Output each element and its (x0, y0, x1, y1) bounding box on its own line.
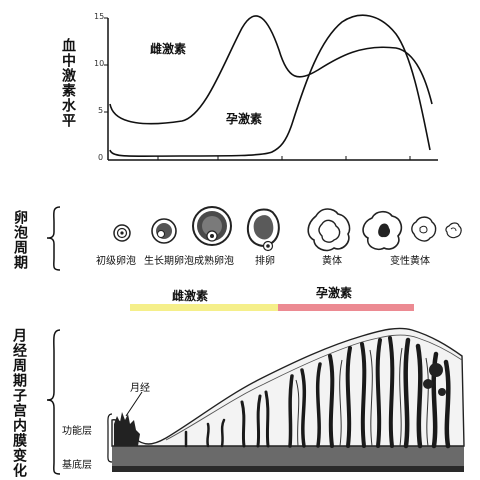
degenerating-corpus-luteum-small-icon (411, 216, 437, 242)
endometrium-brace (46, 329, 61, 475)
growing-follicle-icon (151, 218, 177, 244)
y-tick-5: 5 (98, 106, 104, 115)
estrogen-curve-label: 雌激素 (150, 42, 187, 56)
functional-layer-outline (111, 327, 465, 447)
follicle-cycle-label: 卵泡周期 (12, 210, 28, 270)
degenerating-corpus-luteum-tiny-icon (445, 222, 462, 239)
follicle-brace (46, 206, 61, 271)
progesterone-phase-bar (278, 304, 414, 311)
stage-ovulation: 排卵 (255, 256, 275, 267)
stage-corpus-luteum: 黄体 (322, 256, 342, 267)
endometrial-glands (184, 336, 451, 449)
progesterone-phase-label: 孕激素 (316, 286, 353, 300)
estrogen-phase-bar (130, 304, 278, 311)
follicle-drawings (113, 206, 462, 252)
progesterone-curve-label: 孕激素 (226, 112, 263, 126)
basal-layer-label: 基底层 (62, 460, 92, 471)
endometrium-label: 月经周期子宫内膜变化 (11, 328, 27, 478)
mature-follicle-icon (192, 206, 232, 246)
menstruation-label: 月经 (130, 383, 150, 394)
stage-mature-follicle: 成熟卵泡 (194, 256, 234, 267)
hormone-ylabel: 血中激素水平 (60, 38, 76, 128)
y-tick-10: 10 (94, 59, 105, 68)
estrogen-phase-label: 雌激素 (172, 289, 209, 303)
stage-primary-follicle: 初级卵泡 (96, 256, 136, 267)
layer-sub-brace (107, 413, 113, 463)
y-axis-ticks (104, 17, 108, 113)
endometrium-illustration (111, 327, 465, 472)
estrogen-curve (109, 15, 433, 125)
progesterone-curve (109, 14, 431, 158)
stage-growing-follicle: 生长期卵泡 (144, 256, 194, 267)
stage-degenerating-corpus-luteum: 变性黄体 (390, 256, 430, 267)
y-tick-0: 0 (98, 153, 104, 162)
degenerating-corpus-luteum-icon (362, 210, 403, 251)
endometrial-vessels (295, 347, 429, 447)
primary-follicle-icon (113, 224, 131, 242)
ovulation-icon (246, 208, 280, 252)
hormone-chart (104, 14, 438, 161)
corpus-luteum-icon (307, 208, 351, 252)
functional-layer-label: 功能层 (62, 426, 92, 437)
menstruation-pointer (125, 391, 143, 417)
y-tick-15: 15 (94, 12, 105, 21)
menstrual-shedding (114, 412, 140, 446)
